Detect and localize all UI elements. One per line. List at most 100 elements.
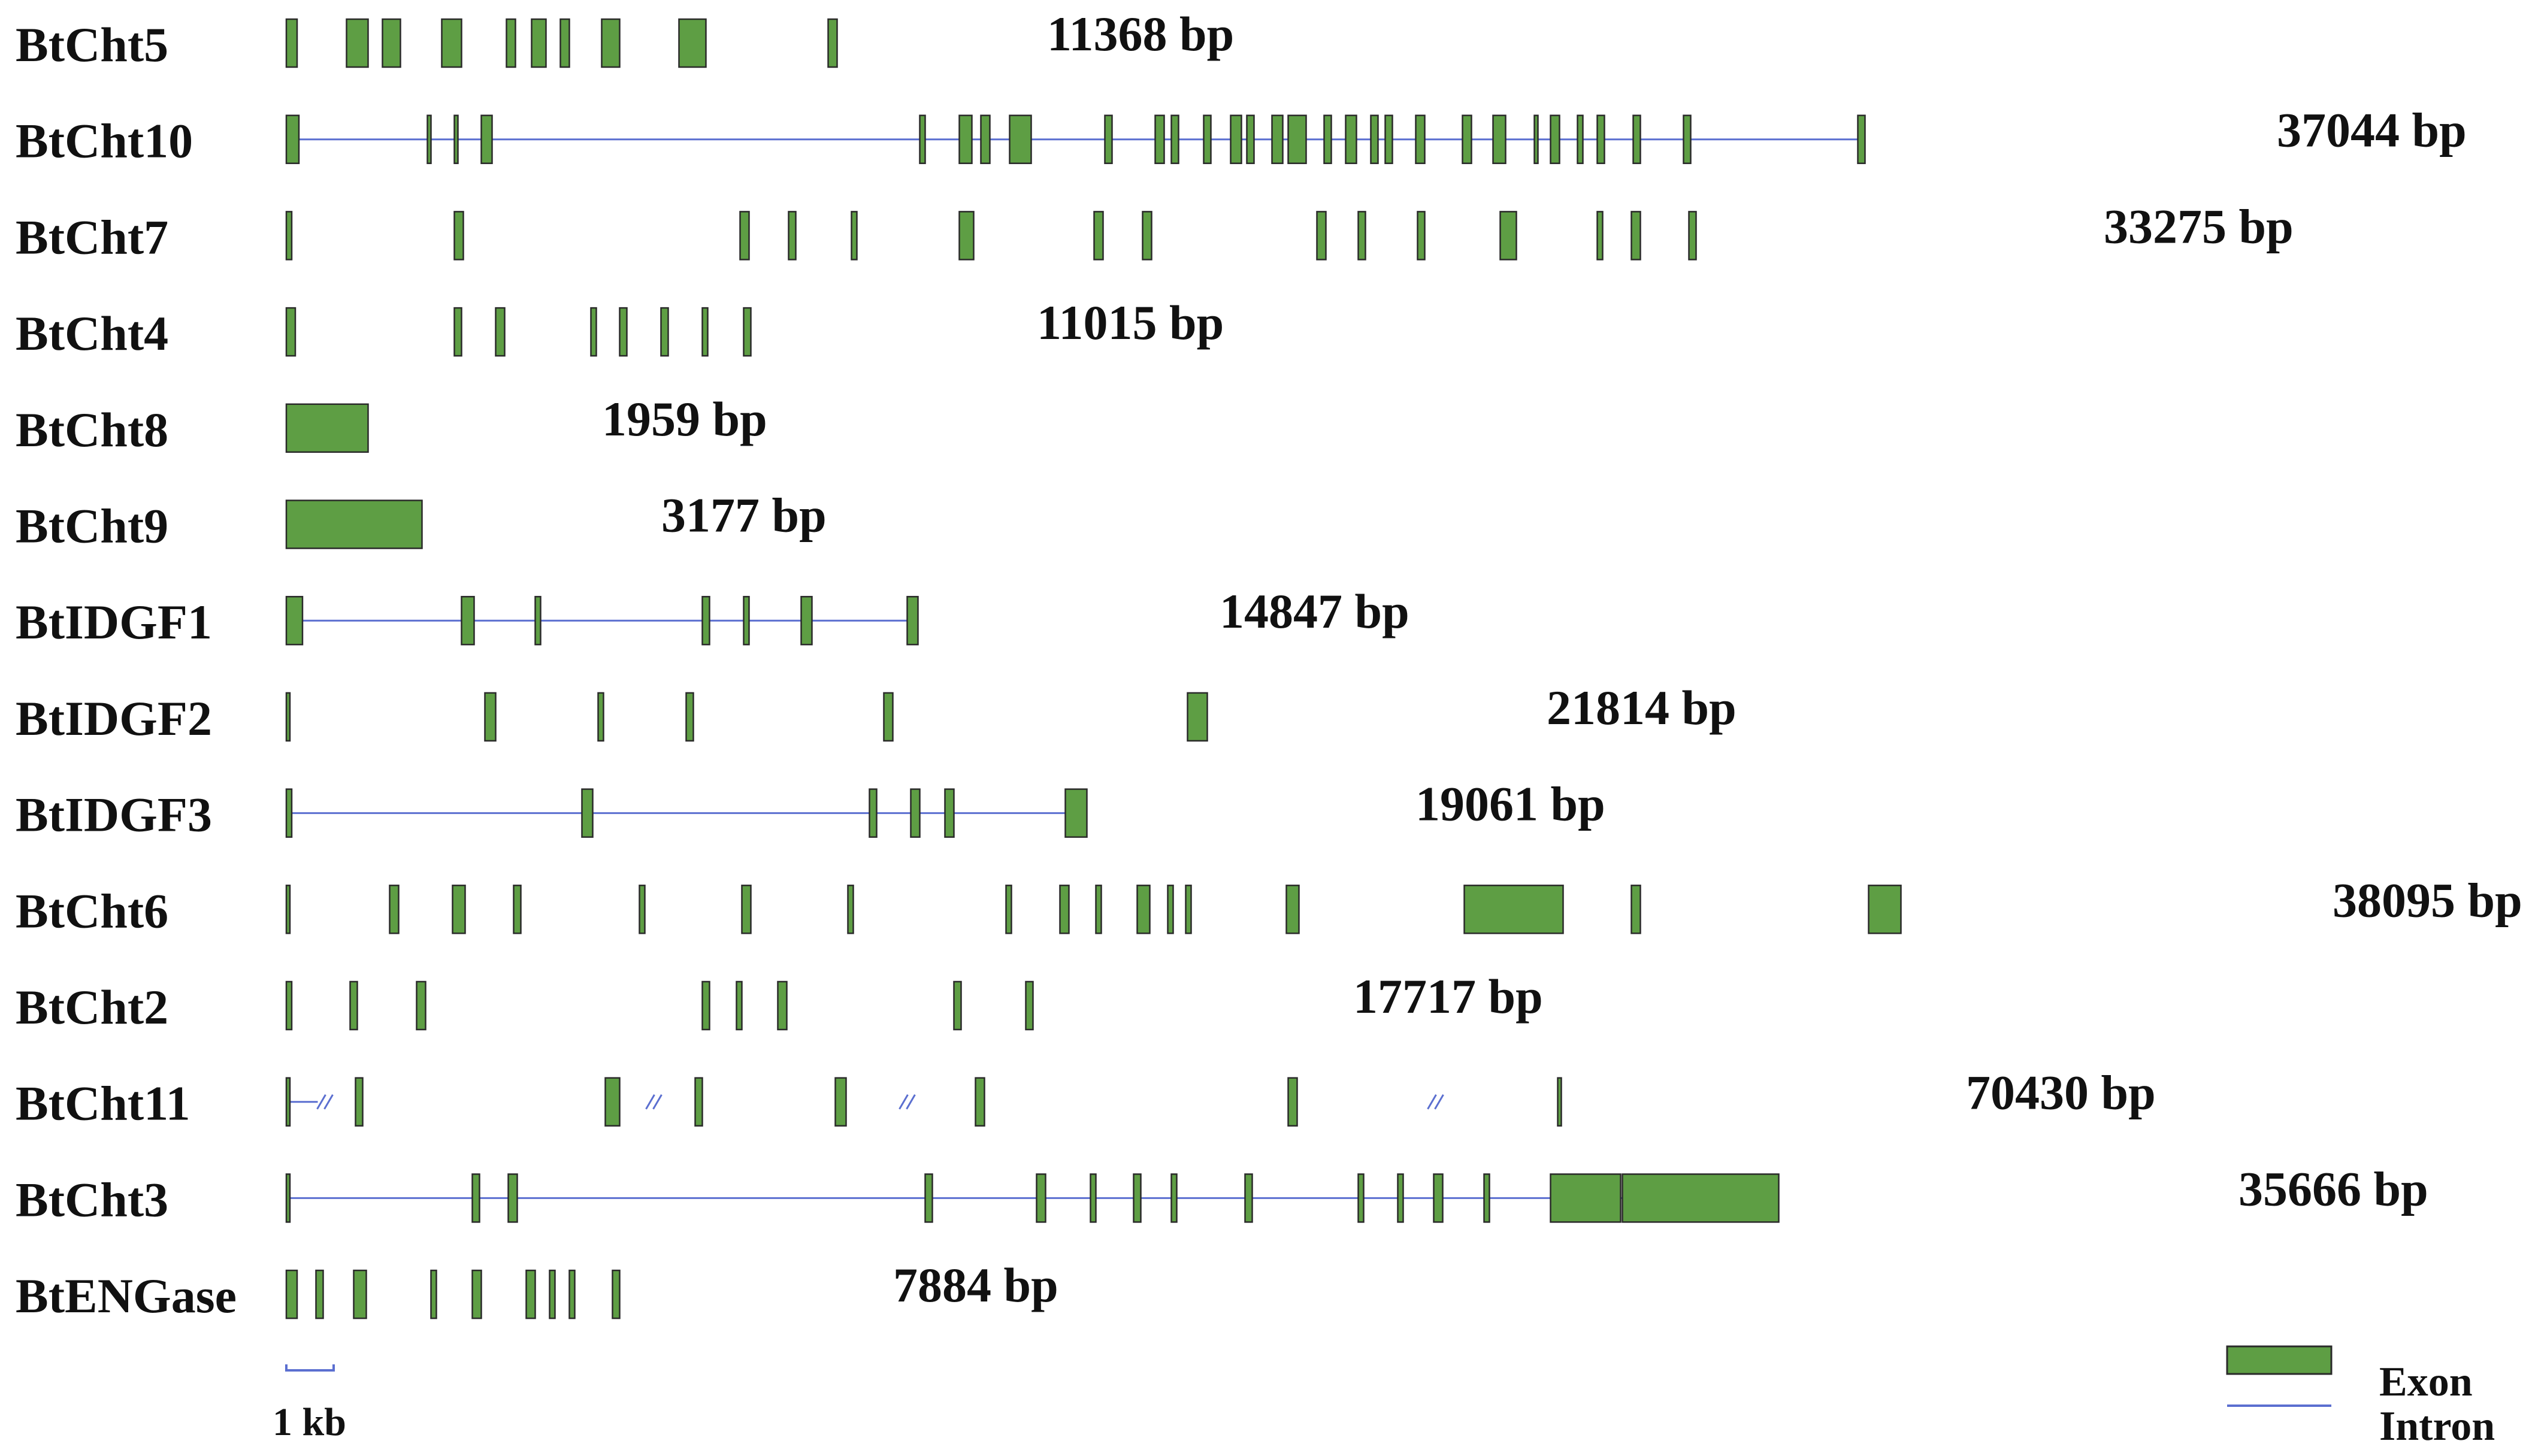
exon-block xyxy=(1185,885,1192,934)
exon-block xyxy=(924,1173,933,1223)
exon-block xyxy=(1550,1173,1622,1223)
gene-name: BtIDGF3 xyxy=(16,788,212,842)
exon-block xyxy=(851,211,858,261)
exon-block xyxy=(531,18,547,68)
gene-name: BtENGase xyxy=(16,1269,237,1323)
exon-block xyxy=(452,885,466,934)
exon-block xyxy=(1433,1173,1444,1223)
exon-block xyxy=(1499,211,1517,261)
exon-block xyxy=(1005,885,1012,934)
exon-block xyxy=(1170,114,1179,164)
gene-row: BtIDGF3 19061 bp xyxy=(16,777,1605,842)
exon-block xyxy=(525,1269,536,1319)
legend-intron-label: Intron xyxy=(2379,1403,2495,1449)
exon-block xyxy=(1154,114,1165,164)
exon-block xyxy=(1090,1173,1097,1223)
exon-block xyxy=(1036,1173,1046,1223)
exon-block xyxy=(389,885,400,934)
exon-block xyxy=(1533,114,1539,164)
gene-row: BtCht4 11015 bp xyxy=(16,295,1224,361)
intron-break-mark xyxy=(1427,1094,1444,1110)
legend-exon-swatch xyxy=(2226,1345,2333,1375)
exon-block xyxy=(453,211,464,261)
exon-block xyxy=(743,307,752,357)
gene-row: BtCht7 33275 bp xyxy=(16,199,2294,264)
exon-block xyxy=(980,114,991,164)
gene-name: BtCht5 xyxy=(16,17,168,72)
gene-name: BtCht2 xyxy=(16,980,168,1034)
exon-block xyxy=(590,307,597,357)
exon-block xyxy=(495,307,506,357)
gene-row: BtENGase 7884 bp xyxy=(16,1258,1058,1323)
gene-rows: BtCht5 11368 bp BtCht10 37044 bp BtCht7 33275… xyxy=(16,7,2522,1323)
exon-block xyxy=(612,1269,621,1319)
exon-block xyxy=(1285,885,1300,934)
exon-block xyxy=(430,1269,437,1319)
exon-block xyxy=(1133,1173,1142,1223)
exon-block xyxy=(883,692,894,742)
exon-block xyxy=(678,18,707,68)
exon-block xyxy=(471,1173,480,1223)
exon-block xyxy=(1683,114,1692,164)
gene-length-label: 7884 bp xyxy=(893,1258,1058,1312)
gene-length-label: 19061 bp xyxy=(1415,777,1605,831)
exon-block xyxy=(285,307,297,357)
exon-block xyxy=(1059,885,1070,934)
exon-block xyxy=(827,18,838,68)
exon-block xyxy=(285,1269,298,1319)
gene-name: BtCht6 xyxy=(16,883,168,938)
gene-name: BtCht9 xyxy=(16,499,168,553)
exon-block xyxy=(353,1269,367,1319)
exon-block xyxy=(834,1077,847,1127)
exon-block xyxy=(346,18,369,68)
exon-block xyxy=(1095,885,1102,934)
exon-block xyxy=(534,595,542,646)
scale-bar-label: 1 kb xyxy=(273,1400,346,1444)
exon-block xyxy=(1187,692,1208,742)
exon-block xyxy=(285,18,298,68)
exon-block xyxy=(349,980,358,1031)
exon-block xyxy=(1025,980,1034,1031)
exon-block xyxy=(597,692,604,742)
intron-break-mark xyxy=(899,1094,916,1110)
exon-block xyxy=(315,1269,324,1319)
exon-block xyxy=(1287,1077,1298,1127)
exon-block xyxy=(601,18,621,68)
exon-block xyxy=(461,595,475,646)
gene-row: BtCht2 17717 bp xyxy=(16,969,1543,1034)
exon-block xyxy=(1596,114,1605,164)
exon-block xyxy=(1357,1173,1365,1223)
gene-name: BtIDGF2 xyxy=(16,691,212,746)
exon-block xyxy=(513,885,522,934)
exon-block xyxy=(701,980,710,1031)
exon-block xyxy=(1170,1173,1178,1223)
exon-block xyxy=(1142,211,1152,261)
exon-block xyxy=(1483,1173,1490,1223)
exon-block xyxy=(1550,114,1560,164)
exon-block xyxy=(847,885,854,934)
exon-block xyxy=(285,595,304,646)
exon-block xyxy=(944,788,955,838)
exon-block xyxy=(1596,211,1604,261)
exon-block xyxy=(1244,1173,1253,1223)
exon-block xyxy=(559,18,570,68)
exon-block xyxy=(285,211,293,261)
gene-length-label: 21814 bp xyxy=(1547,680,1737,735)
exon-block xyxy=(549,1269,556,1319)
exon-block xyxy=(285,1077,291,1127)
exon-block xyxy=(1246,114,1255,164)
exon-block xyxy=(581,788,594,838)
gene-length-label: 11015 bp xyxy=(1037,295,1224,350)
exon-block xyxy=(1287,114,1307,164)
exon-block xyxy=(1622,1173,1780,1223)
exon-block xyxy=(919,114,926,164)
exon-block xyxy=(1271,114,1284,164)
gene-name: BtCht10 xyxy=(16,114,193,168)
gene-row: BtIDGF2 21814 bp xyxy=(16,680,1737,746)
gene-length-label: 37044 bp xyxy=(2277,103,2467,158)
gene-length-label: 1959 bp xyxy=(602,392,767,446)
exon-block xyxy=(685,692,694,742)
exon-block xyxy=(958,114,973,164)
exon-block xyxy=(1415,114,1426,164)
